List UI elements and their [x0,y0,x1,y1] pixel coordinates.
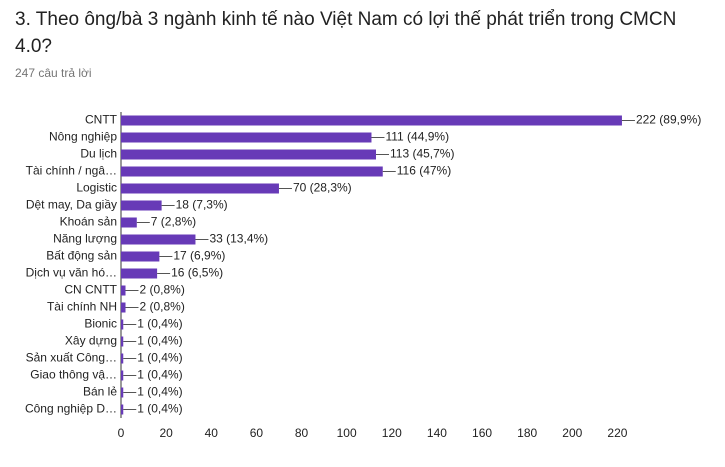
bar [121,200,162,211]
value-label: 1 (0,4%) [137,317,182,331]
x-tick-label: 20 [159,426,173,440]
value-label: 1 (0,4%) [137,368,182,382]
value-label: 17 (6,9%) [173,249,225,263]
y-tick-label: Tài chính NH [47,300,117,314]
bar [121,132,372,143]
y-tick-label: Nông nghiệp [49,130,117,144]
value-label: 116 (47%) [397,164,451,178]
bar [121,302,126,313]
bar [121,166,383,177]
bar [121,268,158,279]
y-tick-label: Du lịch [80,147,117,161]
y-tick-label: Công nghiệp D… [25,402,117,416]
bar [121,387,124,398]
value-label: 2 (0,8%) [140,283,185,297]
x-tick-label: 200 [562,426,582,440]
x-tick-label: 140 [427,426,447,440]
x-tick-label: 0 [118,426,125,440]
chart-subtitle: 247 câu trả lời [15,66,92,80]
x-tick-label: 180 [517,426,537,440]
x-tick-label: 220 [607,426,627,440]
y-tick-label: Bất động sản [46,249,117,263]
value-label: 1 (0,4%) [137,351,182,365]
bar [121,370,124,381]
y-tick-label: Năng lượng [53,232,117,246]
y-tick-label: Logistic [76,181,117,195]
y-tick-label: Dịch vụ văn hó… [26,266,117,280]
value-label: 33 (13,4%) [209,232,268,246]
value-label: 2 (0,8%) [140,300,185,314]
bar [121,217,137,228]
value-label: 111 (44,9%) [385,130,449,144]
bar [121,336,124,347]
y-tick-label: Sản xuất Công… [26,351,117,365]
bar [121,404,124,415]
bar [121,149,376,160]
x-tick-label: 160 [472,426,492,440]
y-tick-label: CN CNTT [64,283,117,297]
value-label: 16 (6,5%) [171,266,223,280]
y-tick-label: CNTT [85,113,118,127]
y-tick-label: Bionic [84,317,117,331]
value-label: 113 (45,7%) [390,147,454,161]
value-label: 1 (0,4%) [137,402,182,416]
bar [121,234,196,245]
bar [121,251,160,262]
y-tick-label: Bán lẻ [83,385,117,399]
value-label: 70 (28,3%) [293,181,352,195]
y-tick-label: Khoán sản [60,215,117,229]
x-tick-label: 100 [337,426,357,440]
x-tick-label: 80 [295,426,309,440]
chart-title: 3. Theo ông/bà 3 ngành kinh tế nào Việt … [15,9,677,57]
x-tick-label: 40 [205,426,219,440]
bar [121,183,279,194]
y-tick-label: Tài chính / ngâ… [26,164,117,178]
value-label: 222 (89,9%) [636,113,701,127]
y-tick-label: Xây dựng [65,334,117,348]
y-tick-label: Dệt may, Da giầy [26,198,117,212]
y-tick-label: Giao thông vậ… [30,368,117,382]
bar [121,319,124,330]
value-label: 1 (0,4%) [137,385,182,399]
value-label: 7 (2,8%) [151,215,196,229]
x-tick-label: 120 [382,426,402,440]
x-tick-label: 60 [250,426,264,440]
bar [121,285,126,296]
bar [121,115,622,126]
value-label: 1 (0,4%) [137,334,182,348]
bar [121,353,124,364]
value-label: 18 (7,3%) [176,198,228,212]
